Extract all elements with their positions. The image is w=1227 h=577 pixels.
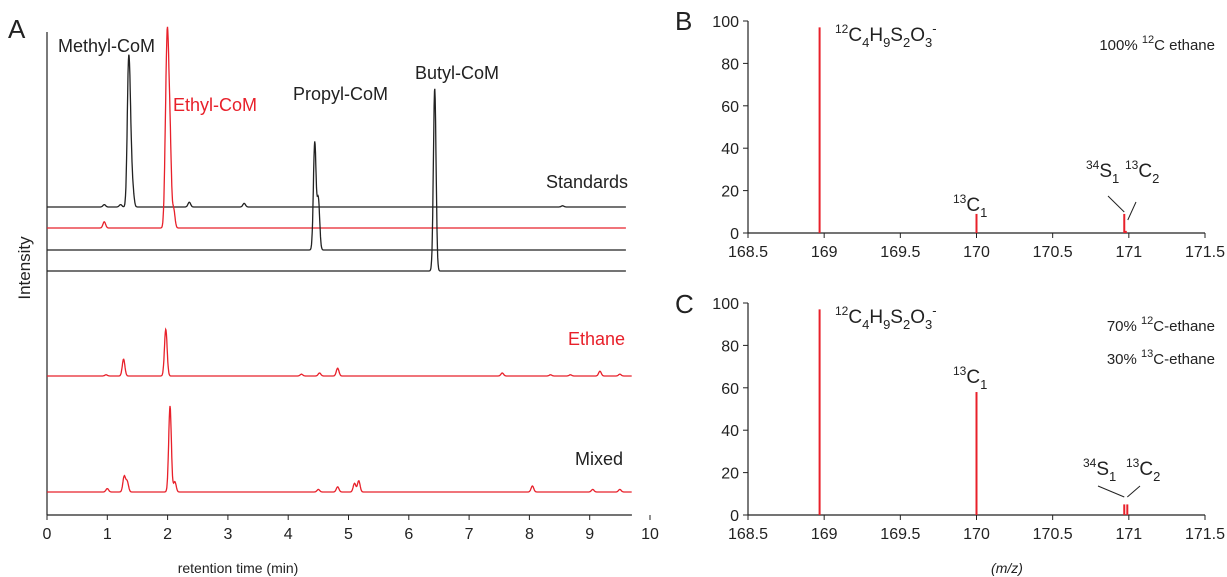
panel-a-x-tick-label: 5: [344, 526, 353, 543]
spectrum-x-tick-label: 170: [963, 244, 990, 261]
spectrum-y-tick-label: 0: [730, 226, 739, 243]
peak-label: Propyl-CoM: [293, 84, 388, 104]
spectrum-x-tick-label: 171.5: [1185, 244, 1225, 261]
spectrum-x-tick-label: 171: [1115, 244, 1142, 261]
condition-label: 70% 12C-ethane: [1107, 315, 1215, 335]
panel-a-x-tick-label: 6: [404, 526, 413, 543]
panel-a-x-tick-label: 9: [585, 526, 594, 543]
condition-label: 100% 12C ethane: [1099, 34, 1215, 54]
spectrum-x-tick-label: 169: [811, 526, 838, 543]
spectrum-x-tick-label: 170: [963, 526, 990, 543]
spectrum-x-tick-label: 170.5: [1033, 526, 1073, 543]
peak-label: Butyl-CoM: [415, 63, 499, 83]
spectrum-y-tick-label: 0: [730, 508, 739, 525]
isotope-leader-line: [1127, 486, 1140, 497]
spectrum-x-tick-label: 171: [1115, 526, 1142, 543]
spectrum-y-tick-label: 60: [721, 381, 739, 398]
spectrum-y-tick-label: 40: [721, 423, 739, 440]
panel-label-a: A: [8, 14, 26, 44]
spectrum-y-tick-label: 100: [712, 296, 739, 313]
group-label: Standards: [546, 172, 628, 192]
isotope-label: 13C1: [953, 192, 987, 220]
spectrum-x-axis-label: (m/z): [991, 560, 1023, 576]
spectrum-x-tick-label: 168.5: [728, 244, 768, 261]
isotope-leader-line: [1108, 196, 1124, 212]
spectrum-y-tick-label: 40: [721, 141, 739, 158]
panel-a-x-tick-label: 2: [163, 526, 172, 543]
chromatogram-trace: [47, 89, 626, 271]
panel-a-x-tick-label: 0: [43, 526, 52, 543]
spectrum-x-tick-label: 168.5: [728, 526, 768, 543]
panel-a-y-axis-label: Intensity: [15, 236, 34, 300]
spectrum-y-tick-label: 80: [721, 56, 739, 73]
spectrum-x-tick-label: 169.5: [880, 526, 920, 543]
chromatogram-trace: [47, 406, 632, 492]
panel-a-x-tick-label: 1: [103, 526, 112, 543]
panel-a-x-tick-label: 3: [223, 526, 232, 543]
isotope-label: 34S1: [1086, 158, 1119, 186]
panel-label-c: C: [675, 289, 694, 319]
isotope-label: 34S1: [1083, 456, 1116, 484]
spectrum-x-tick-label: 169.5: [880, 244, 920, 261]
isotope-leader-line: [1098, 486, 1124, 497]
formula-label: 12C4H9S2O3-: [835, 303, 937, 332]
spectrum-x-tick-label: 170.5: [1033, 244, 1073, 261]
spectrum-x-tick-label: 171.5: [1185, 526, 1225, 543]
spectrum-y-tick-label: 100: [712, 14, 739, 31]
isotope-leader-line: [1128, 202, 1136, 220]
peak-label: Methyl-CoM: [58, 36, 155, 56]
spectrum-y-tick-label: 20: [721, 184, 739, 201]
group-label: Mixed: [575, 449, 623, 469]
spectrum-x-tick-label: 169: [811, 244, 838, 261]
panel-a-x-axis-label: retention time (min): [178, 560, 299, 576]
panel-a-x-tick-label: 10: [641, 526, 659, 543]
peak-label: Ethyl-CoM: [173, 95, 257, 115]
formula-label: 12C4H9S2O3-: [835, 21, 937, 50]
isotope-label: 13C1: [953, 364, 987, 392]
panel-label-b: B: [675, 6, 692, 36]
condition-label: 30% 13C-ethane: [1107, 348, 1215, 368]
spectrum-y-tick-label: 80: [721, 338, 739, 355]
panel-a-x-tick-label: 4: [284, 526, 293, 543]
isotope-label: 13C2: [1125, 158, 1159, 186]
panel-a-x-tick-label: 8: [525, 526, 534, 543]
chromatogram-trace: [47, 55, 626, 207]
panel-a-x-tick-label: 7: [465, 526, 474, 543]
isotope-label: 13C2: [1126, 456, 1160, 484]
chromatogram-trace: [47, 329, 632, 376]
group-label: Ethane: [568, 329, 625, 349]
spectrum-y-tick-label: 60: [721, 99, 739, 116]
spectrum-y-tick-label: 20: [721, 466, 739, 483]
